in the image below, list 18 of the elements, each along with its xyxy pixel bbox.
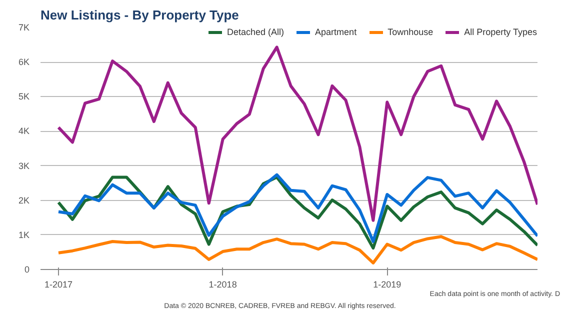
legend-label: Apartment bbox=[315, 27, 357, 37]
legend-label: Detached (All) bbox=[227, 27, 284, 37]
chart-title: New Listings - By Property Type bbox=[40, 8, 239, 22]
legend-label: Townhouse bbox=[388, 27, 434, 37]
x-tick-label: 1-2019 bbox=[373, 280, 402, 290]
legend-label: All Property Types bbox=[464, 27, 537, 37]
y-tick-label: 6K bbox=[18, 57, 30, 68]
x-tick-label: 1-2017 bbox=[44, 280, 73, 290]
y-tick-label: 0 bbox=[24, 264, 30, 274]
y-tick-label: 1K bbox=[18, 230, 30, 240]
y-tick-label: 7K bbox=[18, 22, 30, 32]
line-series bbox=[57, 46, 538, 222]
y-tick-label: 2K bbox=[18, 195, 30, 206]
y-tick-label: 3K bbox=[18, 160, 30, 171]
y-tick-label: 5K bbox=[18, 92, 30, 102]
x-tick-label: 1-2018 bbox=[208, 280, 237, 290]
line-series bbox=[57, 235, 538, 264]
y-tick-label: 4K bbox=[18, 126, 30, 136]
